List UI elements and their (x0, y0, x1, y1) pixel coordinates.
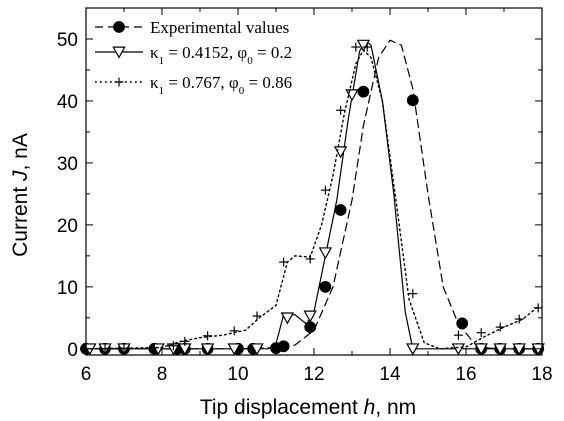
legend-entry-3: κ1 = 0.767, φ0 = 0.86 (95, 73, 292, 97)
series-1-point (406, 94, 419, 107)
series-2-point (474, 343, 488, 356)
y-tick-label: 30 (57, 154, 78, 175)
legend-label: κ1 = 0.4152, φ0 = 0.2 (150, 43, 292, 67)
series-1-point (319, 280, 332, 293)
plot-frame (85, 7, 543, 356)
series-3-point (305, 254, 315, 264)
x-tick-label: 6 (81, 364, 92, 385)
series-2 (83, 39, 545, 356)
legend-marker (112, 46, 126, 59)
legend-entry-1: Experimental values (95, 18, 289, 37)
x-tick-label: 18 (531, 364, 552, 385)
legend-entry-2: κ1 = 0.4152, φ0 = 0.2 (95, 43, 292, 67)
series-2-point (512, 343, 526, 356)
legend-label-part: = 0.2 (253, 43, 292, 62)
x-axis-label: Tip displacement h, nm (200, 396, 416, 419)
y-tick-label: 50 (57, 30, 78, 51)
legend-label-part: 0 (247, 55, 253, 67)
legend-label-part: κ (150, 73, 159, 92)
legend-marker (113, 21, 125, 33)
legend-label-part: κ (150, 43, 159, 62)
series-3-point (495, 322, 505, 332)
series-2-point (200, 343, 215, 356)
legend-label-part: 1 (159, 55, 165, 67)
series-2-point (250, 343, 264, 356)
series-3 (81, 42, 543, 354)
series-3-point (252, 311, 262, 321)
series-3-point (320, 185, 330, 195)
series-3-point (533, 303, 543, 313)
series-2-point (356, 39, 371, 52)
series-1-point (334, 204, 347, 216)
series-3-point (168, 341, 178, 351)
series-3-point (149, 343, 159, 353)
legend-label: Experimental values (150, 18, 289, 37)
legend-label-part: 1 (159, 85, 165, 97)
x-tick-label: 10 (227, 364, 248, 385)
x-tick-label: 8 (157, 364, 168, 385)
series-1-point (277, 340, 290, 353)
x-tick-label: 14 (379, 364, 401, 385)
series-2-point (227, 343, 241, 356)
series-2-point (451, 343, 466, 356)
y-tick-label: 40 (57, 92, 78, 113)
series-3-point (203, 331, 213, 341)
legend-label-part: = 0.4152, (164, 43, 237, 62)
legend-label-part: 0 (239, 85, 245, 97)
series-3-point (453, 330, 463, 340)
series-3-line (85, 49, 539, 350)
series-3-point (336, 105, 346, 115)
x-tick-label: 12 (303, 364, 324, 385)
series-2-point (303, 310, 317, 323)
series-2-point (406, 343, 420, 356)
series-3-point (100, 344, 110, 354)
series-3-point (514, 314, 524, 324)
series-2-point (318, 247, 333, 260)
y-tick-label: 10 (57, 278, 78, 299)
y-axis-label: Current J, nA (9, 133, 32, 257)
y-tick-label: 20 (57, 216, 78, 237)
series-2-point (493, 343, 507, 356)
legend-label-part: φ (229, 73, 239, 92)
series-3-point (476, 328, 486, 338)
series-3-point (229, 326, 239, 336)
legend-marker (114, 77, 124, 87)
plot-content (80, 39, 545, 356)
series-3-point (362, 42, 372, 52)
legend-label-part: = 0.86 (244, 73, 292, 92)
legend-label: κ1 = 0.767, φ0 = 0.86 (150, 73, 292, 97)
legend-label-part: = 0.767, (164, 73, 229, 92)
series-3-point (408, 289, 418, 299)
series-3-point (279, 257, 289, 267)
legend-label-part: φ (237, 43, 247, 62)
series-3-point (180, 336, 190, 346)
series-2-point (151, 343, 165, 356)
x-tick-label: 16 (455, 364, 476, 385)
y-tick-label: 0 (67, 340, 78, 361)
series-3-point (351, 42, 361, 52)
series-1-point (456, 317, 469, 330)
series-2-point (345, 89, 359, 102)
series-2-point (280, 312, 295, 325)
series-2-line (85, 40, 543, 350)
series-1-point (357, 85, 370, 98)
